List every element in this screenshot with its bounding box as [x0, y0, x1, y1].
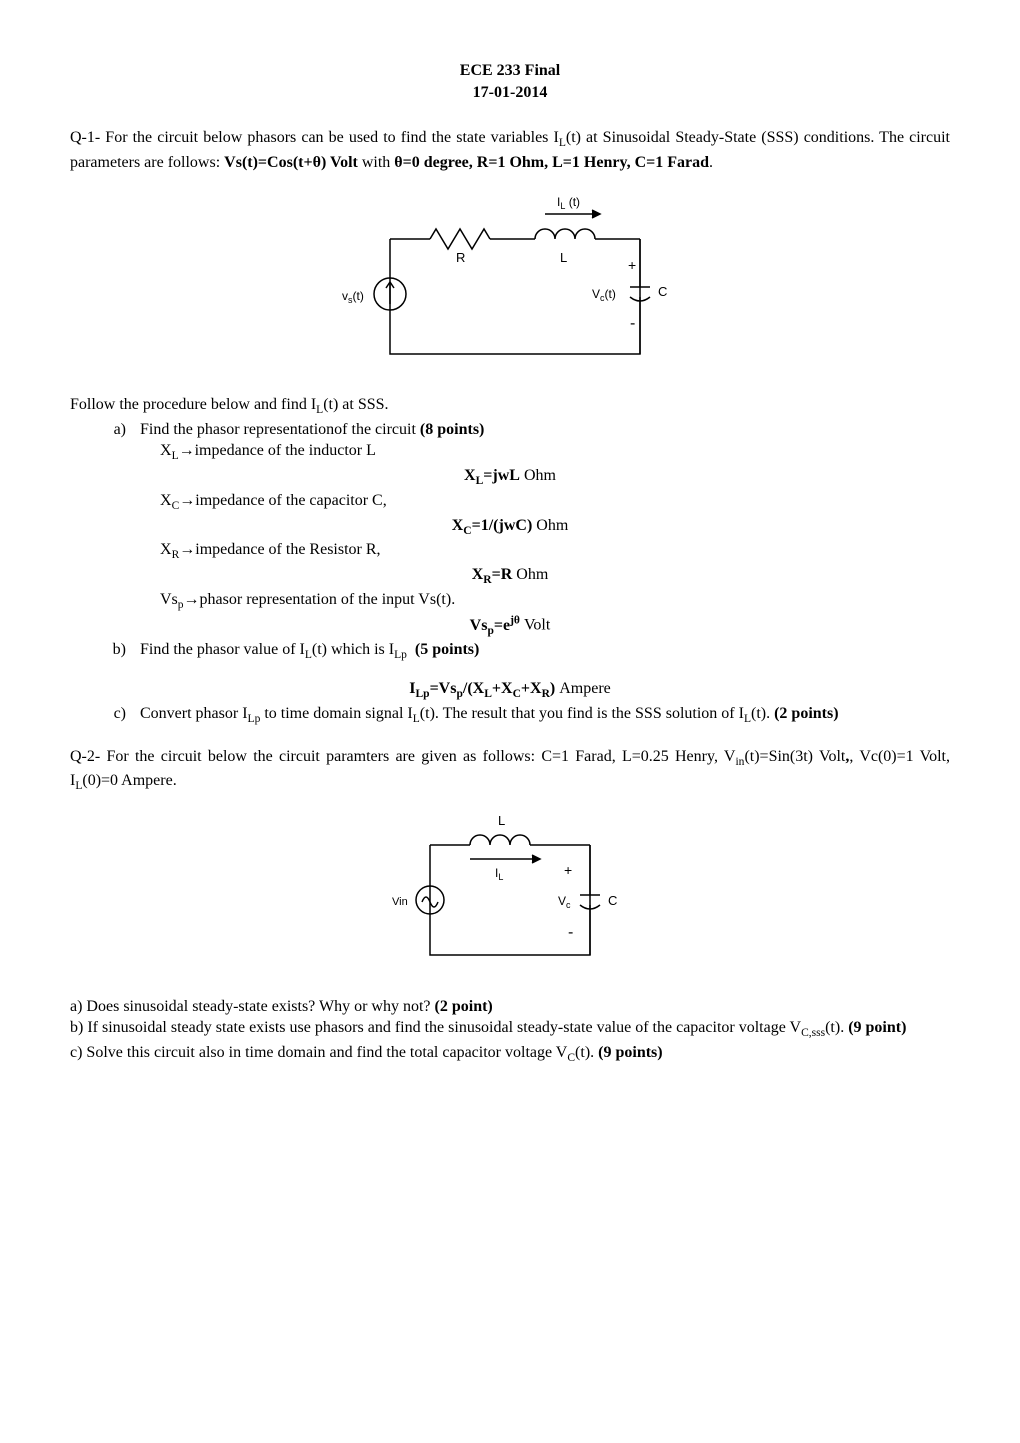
- svg-text:Vc(t): Vc(t): [592, 287, 616, 303]
- svg-text:IL (t): IL (t): [557, 195, 580, 211]
- q1-xc-eq: XC=1/(jwC) Ohm: [70, 515, 950, 540]
- title-line-1: ECE 233 Final: [70, 60, 950, 82]
- svg-text:+: +: [628, 257, 636, 273]
- svg-text:vs(t): vs(t): [342, 289, 364, 305]
- q1-intro: Q-1- For the circuit below phasors can b…: [70, 127, 950, 173]
- svg-text:Vin: Vin: [392, 896, 408, 908]
- q1-circuit: IL (t) R L C + - vs(t) Vc(t): [70, 184, 950, 381]
- svg-text:Vc: Vc: [558, 894, 571, 910]
- q2-circuit: L IL + - Vc C Vin: [70, 805, 950, 982]
- q1-vsp-def: Vsp→phasor representation of the input V…: [70, 589, 950, 614]
- svg-text:R: R: [456, 250, 465, 265]
- q1-xc-def: XC→impedance of the capacitor C,: [70, 490, 950, 515]
- q1-b: b) Find the phasor value of IL(t) which …: [70, 639, 950, 664]
- q2-c: c) Solve this circuit also in time domai…: [70, 1042, 950, 1067]
- title-line-2: 17-01-2014: [70, 82, 950, 104]
- q2-a: a) Does sinusoidal steady-state exists? …: [70, 996, 950, 1018]
- q1-follow: Follow the procedure below and find IL(t…: [70, 394, 950, 419]
- q1-vsp-eq: Vsp=ejθ Volt: [70, 613, 950, 639]
- svg-text:C: C: [658, 284, 667, 299]
- rlc-series-circuit: IL (t) R L C + - vs(t) Vc(t): [320, 184, 700, 374]
- svg-text:IL: IL: [495, 866, 503, 882]
- q1-c: c) Convert phasor ILp to time domain sig…: [70, 703, 950, 728]
- svg-text:L: L: [498, 813, 505, 828]
- doc-title: ECE 233 Final 17-01-2014: [70, 60, 950, 103]
- q1-xr-eq: XR=R Ohm: [70, 564, 950, 589]
- q2-intro: Q-2- For the circuit below the circuit p…: [70, 746, 950, 795]
- q1-ilp-eq: ILp=Vsp/(XL+XC+XR) Ampere: [70, 678, 950, 703]
- svg-text:-: -: [568, 924, 573, 941]
- svg-text:L: L: [560, 250, 567, 265]
- svg-text:+: +: [564, 862, 572, 878]
- lc-circuit: L IL + - Vc C Vin: [370, 805, 650, 975]
- q1-xl-eq: XL=jwL Ohm: [70, 465, 950, 490]
- q2-b: b) If sinusoidal steady state exists use…: [70, 1017, 950, 1042]
- svg-text:C: C: [608, 893, 617, 908]
- q1-a: a) Find the phasor representationof the …: [70, 419, 950, 441]
- svg-text:-: -: [630, 315, 635, 332]
- q1-xr-def: XR→impedance of the Resistor R,: [70, 539, 950, 564]
- q1-xl-def: XL→impedance of the inductor L: [70, 440, 950, 465]
